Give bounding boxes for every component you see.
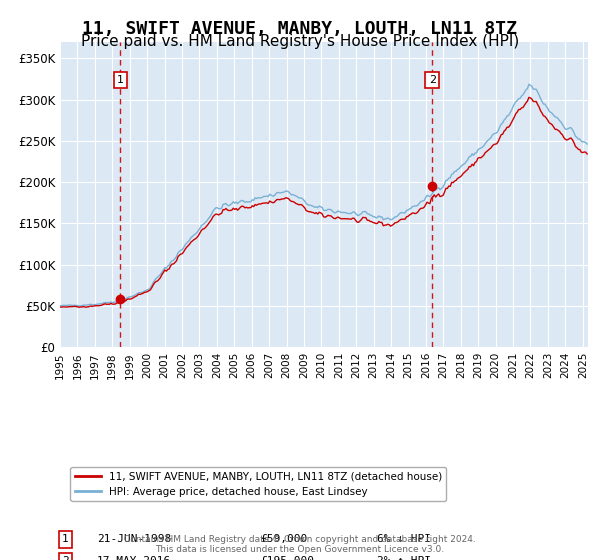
Text: 21-JUN-1998: 21-JUN-1998 xyxy=(97,534,171,544)
Text: 11, SWIFT AVENUE, MANBY, LOUTH, LN11 8TZ: 11, SWIFT AVENUE, MANBY, LOUTH, LN11 8TZ xyxy=(83,20,517,38)
Text: Contains HM Land Registry data © Crown copyright and database right 2024.
This d: Contains HM Land Registry data © Crown c… xyxy=(124,535,476,554)
Text: £195,000: £195,000 xyxy=(260,556,314,560)
Text: 1: 1 xyxy=(117,75,124,85)
Text: 2: 2 xyxy=(62,556,68,560)
Text: 1: 1 xyxy=(62,534,68,544)
Text: 2% ↑ HPI: 2% ↑ HPI xyxy=(377,556,431,560)
Text: 6% ↓ HPI: 6% ↓ HPI xyxy=(377,534,431,544)
Text: 2: 2 xyxy=(429,75,436,85)
Legend: 11, SWIFT AVENUE, MANBY, LOUTH, LN11 8TZ (detached house), HPI: Average price, d: 11, SWIFT AVENUE, MANBY, LOUTH, LN11 8TZ… xyxy=(70,467,446,501)
Text: Price paid vs. HM Land Registry's House Price Index (HPI): Price paid vs. HM Land Registry's House … xyxy=(81,34,519,49)
Text: £59,000: £59,000 xyxy=(260,534,308,544)
Text: 17-MAY-2016: 17-MAY-2016 xyxy=(97,556,171,560)
